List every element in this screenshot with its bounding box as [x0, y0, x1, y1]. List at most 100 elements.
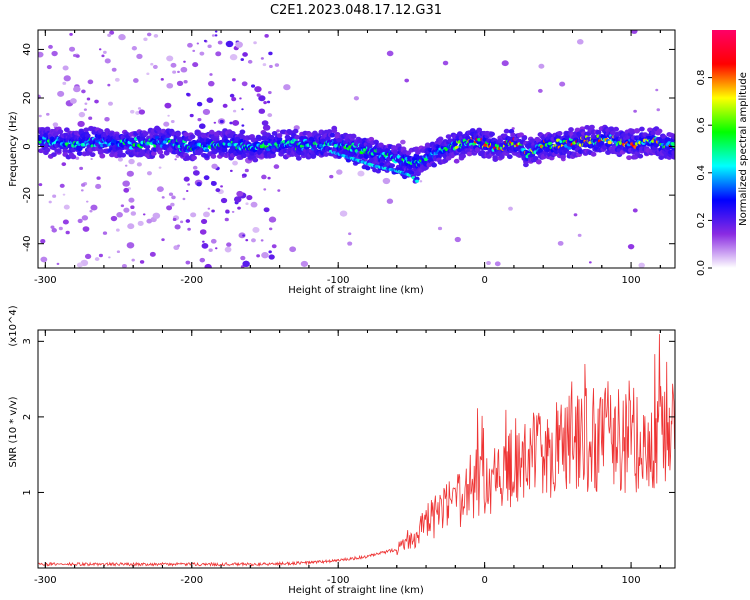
spectrogram-speckle	[62, 81, 67, 85]
spectrogram-speckle	[198, 123, 206, 129]
spectrogram-band	[208, 129, 215, 135]
spectrogram-band	[83, 127, 90, 133]
spectrogram-speckle	[149, 251, 156, 257]
y-tick-label: -40	[22, 236, 33, 252]
spectrogram-band	[537, 148, 544, 154]
spectrogram-speckle	[107, 83, 111, 87]
spectrogram-band	[632, 154, 639, 160]
spectrogram-speckle	[94, 99, 99, 104]
spectrogram-branch-peak	[415, 179, 419, 183]
spectrogram-speckle	[268, 51, 273, 56]
spectrogram-speckle	[262, 63, 267, 67]
spectrogram-band	[453, 158, 460, 164]
spectrogram-band	[535, 159, 542, 165]
colorbar-tick-label: 0.4	[696, 165, 707, 181]
spectrogram-speckle	[630, 30, 638, 34]
spectrogram-speckle	[208, 248, 213, 252]
spectrogram-band	[210, 154, 217, 159]
spectrogram-speckle	[182, 197, 186, 201]
spectrogram-band	[183, 132, 189, 137]
spectrogram-branch	[358, 154, 364, 159]
spectrogram-speckle	[241, 81, 248, 87]
spectrogram-speckle	[261, 120, 269, 126]
spectrogram-speckle	[130, 205, 135, 209]
spectrogram-speckle	[267, 176, 271, 180]
spectrogram-speckle	[104, 117, 110, 122]
spectrogram-ridge-peak	[477, 137, 482, 142]
spectrogram-band	[457, 131, 463, 137]
spectrogram-speckle	[197, 118, 202, 122]
spectrogram-band	[671, 134, 675, 140]
spectrogram-speckle	[202, 240, 205, 243]
spectrogram-band	[503, 128, 510, 134]
y-tick-label: 3	[22, 338, 33, 344]
spectrogram-band	[310, 154, 317, 159]
spectrogram-band	[142, 131, 149, 137]
spectrogram-speckle	[258, 108, 266, 114]
spectrogram-speckle	[107, 33, 112, 37]
spectrogram-band	[270, 153, 276, 159]
spectrogram-x-label: Height of straight line (km)	[288, 285, 424, 296]
spectrogram-band	[159, 153, 165, 159]
spectrogram-speckle	[152, 64, 158, 69]
spectrogram-speckle	[217, 40, 223, 45]
spectrogram-speckle	[156, 186, 164, 193]
spectrogram-speckle	[576, 39, 584, 45]
spectrogram-speckle	[183, 60, 186, 63]
snr-x-label: Height of straight line (km)	[288, 585, 424, 596]
spectrogram-band	[239, 134, 246, 140]
spectrogram-speckle	[222, 103, 228, 108]
spectrogram-speckle	[137, 220, 144, 226]
spectrogram-band	[294, 134, 301, 140]
spectrogram-speckle	[655, 88, 659, 92]
spectrogram-speckle	[225, 40, 234, 48]
spectrogram-speckle	[84, 253, 92, 260]
spectrogram-speckle	[48, 44, 53, 49]
snr-panel: -300 -200 -100 0 100 1 2 3 Height of straight …	[8, 305, 676, 596]
spectrogram-speckle	[136, 53, 143, 59]
spectrogram-speckle	[229, 93, 235, 98]
spectrogram-speckle	[70, 98, 77, 104]
spectrogram-band	[658, 155, 665, 160]
x-tick-label: -100	[327, 275, 350, 286]
spectrogram-speckle	[386, 198, 394, 204]
spectrogram-speckle	[215, 51, 222, 57]
spectrogram-speckle	[111, 67, 117, 72]
spectrogram-speckle	[196, 101, 203, 107]
spectrogram-band	[239, 129, 246, 135]
spectrogram-speckle	[267, 90, 272, 95]
spectrogram-speckle	[202, 108, 211, 115]
spectrogram-speckle	[83, 108, 87, 111]
spectrogram-band	[191, 155, 197, 161]
spectrogram-speckle	[190, 212, 197, 218]
spectrogram-speckle	[632, 208, 638, 213]
spectrogram-speckle	[170, 119, 175, 124]
spectrogram-band	[157, 149, 164, 155]
spectrogram-speckle	[56, 262, 60, 265]
spectrogram-band	[144, 144, 151, 150]
spectrogram-speckle	[224, 246, 232, 253]
spectrogram-speckle	[442, 60, 449, 66]
spectrogram-ridge-peak	[204, 148, 210, 153]
spectrogram-speckle	[153, 34, 159, 38]
x-tick-label: 0	[481, 275, 487, 286]
spectrogram-speckle	[76, 262, 83, 268]
colorbar: 0.0 0.2 0.4 0.6 0.8 Normalized spectral ampl…	[696, 30, 749, 276]
spectrogram-speckle	[210, 181, 217, 186]
spectrogram-speckle	[94, 257, 100, 261]
spectrogram-band	[598, 141, 605, 146]
spectrogram-speckle	[261, 174, 267, 180]
spectrogram-speckle	[656, 108, 660, 112]
spectrogram-speckle	[220, 185, 223, 188]
spectrogram-speckle	[289, 246, 297, 253]
spectrogram-speckle	[73, 86, 81, 93]
spectrogram-speckle	[263, 188, 267, 191]
spectrogram-speckle	[211, 163, 218, 169]
spectrogram-band	[70, 154, 77, 160]
spectrogram-speckle	[240, 58, 245, 62]
spectrogram-frame	[37, 29, 676, 269]
spectrogram-speckle	[229, 169, 233, 173]
spectrogram-speckle	[102, 50, 107, 54]
snr-y-multiplier: (x10^4)	[8, 305, 19, 346]
